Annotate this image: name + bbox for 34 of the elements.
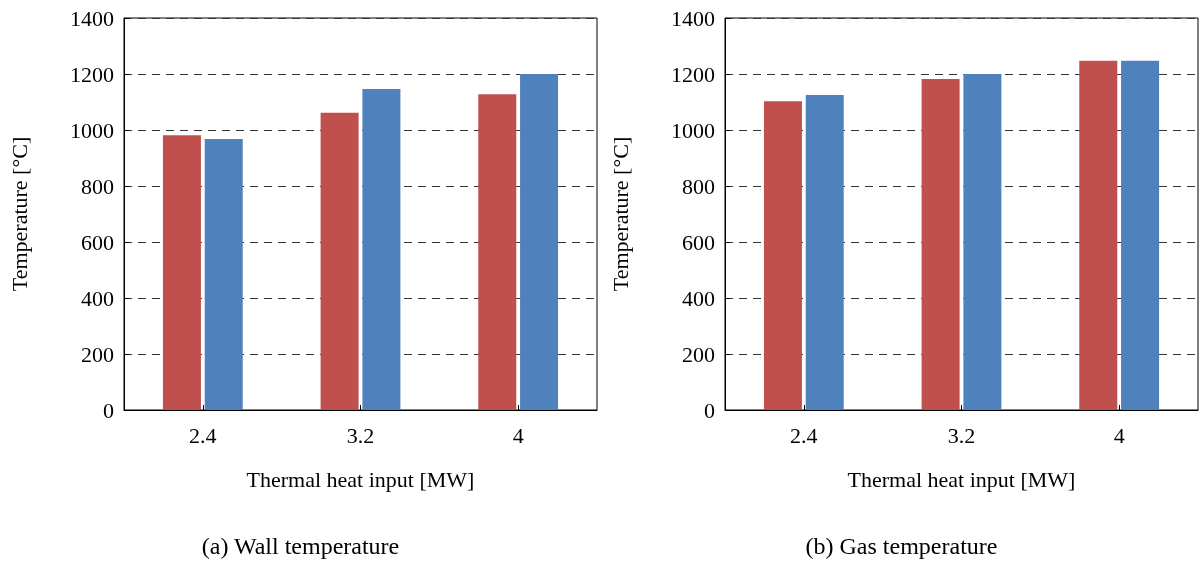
x-tick-label: 4 (512, 422, 524, 448)
x-tick-label: 4 (1113, 422, 1125, 448)
x-tick-label: 3.2 (346, 422, 375, 448)
y-axis-title: Temperature [°C] (607, 136, 633, 292)
y-tick-label: 200 (682, 341, 715, 367)
x-tick-label: 3.2 (947, 422, 976, 448)
text: (a) Wall temperature (201, 533, 400, 559)
x-tick-label: 2.4 (790, 422, 818, 448)
y-axis-title: Temperature [°C] (6, 136, 32, 292)
y-tick-label: 1200 (671, 61, 715, 87)
bar (162, 135, 201, 410)
y-tick-label: 1400 (70, 5, 114, 31)
y-tick-label: 800 (682, 173, 715, 199)
bar (478, 94, 517, 410)
bar (520, 74, 559, 410)
y-tick-label: 400 (81, 285, 114, 311)
y-tick-label: 1400 (671, 5, 715, 31)
text: (b) Gas temperature (805, 533, 998, 559)
y-tick-label: 800 (81, 173, 114, 199)
y-tick-label: 1200 (70, 61, 114, 87)
x-axis-title: Thermal heat input [MW] (847, 466, 1076, 492)
y-tick-label: 1000 (70, 117, 114, 143)
x-axis-title: Thermal heat input [MW] (246, 466, 475, 492)
bar (204, 138, 243, 410)
y-tick-label: 0 (704, 397, 715, 423)
y-tick-label: 200 (81, 341, 114, 367)
bar (320, 112, 359, 410)
bar (362, 89, 401, 410)
y-tick-label: 600 (682, 229, 715, 255)
y-tick-label: 1000 (671, 117, 715, 143)
x-tick-label: 2.4 (189, 422, 217, 448)
y-tick-label: 400 (682, 285, 715, 311)
y-tick-label: 600 (81, 229, 114, 255)
y-tick-label: 0 (103, 397, 114, 423)
